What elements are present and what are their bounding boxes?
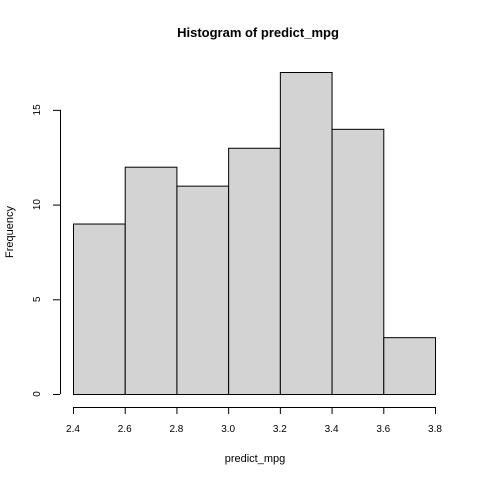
y-tick-label-1: 5 (32, 296, 43, 302)
x-tick-label-6: 3.6 (376, 424, 390, 435)
histogram-bar-0 (73, 223, 126, 395)
bars-group (73, 72, 436, 396)
histogram-bar-5 (331, 128, 385, 396)
x-tick-label-5: 3.4 (325, 424, 339, 435)
x-axis-label: predict_mpg (225, 453, 286, 465)
histogram-bar-3 (228, 147, 281, 395)
histogram-bar-2 (176, 185, 230, 395)
histogram-bar-6 (383, 337, 436, 396)
y-tick-label-2: 10 (32, 199, 43, 211)
histogram-bar-4 (279, 72, 333, 395)
x-tick-label-0: 2.4 (66, 424, 80, 435)
y-tick-label-0: 0 (32, 391, 43, 397)
y-axis: 0 5 10 15 (32, 104, 61, 397)
y-axis-label: Frequency (4, 206, 16, 258)
chart-title: Histogram of predict_mpg (177, 25, 339, 40)
histogram-bar-1 (124, 166, 178, 395)
y-tick-label-3: 15 (32, 104, 43, 116)
x-tick-label-7: 3.8 (428, 424, 442, 435)
x-tick-label-1: 2.6 (118, 424, 132, 435)
x-tick-label-3: 3.0 (221, 424, 235, 435)
x-axis: 2.4 2.6 2.8 3.0 3.2 3.4 3.6 3.8 (66, 407, 442, 435)
x-tick-label-4: 3.2 (273, 424, 287, 435)
x-tick-label-2: 2.8 (169, 424, 183, 435)
